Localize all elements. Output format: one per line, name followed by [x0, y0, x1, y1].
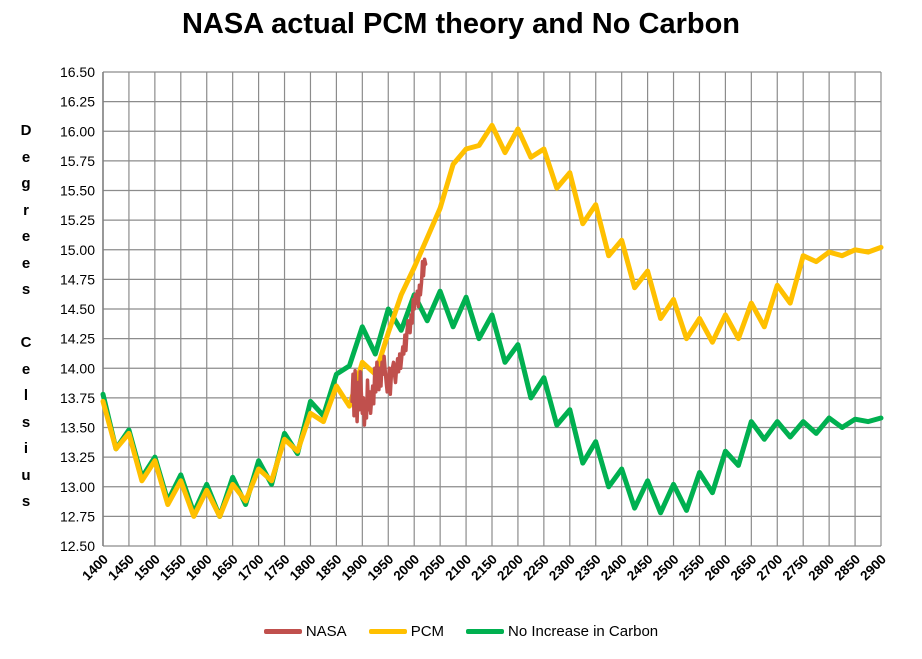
- y-tick-label: 15.00: [60, 242, 95, 258]
- y-tick-label: 16.00: [60, 123, 95, 139]
- series-line-nasa: [350, 257, 428, 427]
- legend-item: NASA: [263, 623, 347, 640]
- x-tick-label: 1500: [131, 552, 163, 584]
- legend-item: PCM: [368, 623, 445, 640]
- x-tick-label: 1850: [313, 552, 345, 584]
- legend-swatch: [368, 629, 407, 634]
- y-label-char: C: [20, 334, 32, 351]
- y-label-char: g: [21, 175, 31, 192]
- legend-item: No Increase in Carbon: [466, 623, 658, 640]
- y-label-char: s: [21, 493, 31, 510]
- legend-label: PCM: [410, 623, 445, 640]
- legend-swatch: [466, 629, 505, 634]
- y-label-char: e: [21, 360, 31, 378]
- x-tick-label: 2300: [546, 552, 578, 584]
- y-tick-label: 14.50: [60, 301, 95, 317]
- y-tick-label: 16.25: [60, 94, 95, 110]
- y-tick-label: 13.00: [60, 479, 95, 495]
- x-tick-label: 2450: [624, 552, 656, 584]
- y-label-char: e: [21, 254, 31, 272]
- y-tick-label: 13.25: [60, 449, 95, 465]
- x-tick-label: 2350: [572, 552, 604, 584]
- x-tick-label: 1750: [261, 552, 293, 584]
- x-tick-label: 2400: [598, 552, 630, 584]
- x-tick-label: 1800: [287, 552, 319, 584]
- y-label-char: D: [20, 122, 32, 139]
- x-tick-label: 1600: [183, 552, 215, 584]
- x-tick-labels: 1400145015001550160016501700175018001850…: [79, 552, 889, 584]
- y-label-char: r: [23, 201, 29, 219]
- legend: NASA PCM No Increase in Carbon: [0, 623, 922, 640]
- y-tick-label: 16.50: [60, 64, 95, 80]
- x-tick-label: 1550: [157, 552, 189, 584]
- y-tick-label: 13.50: [60, 420, 95, 436]
- x-tick-label: 2050: [416, 552, 448, 584]
- y-label-char: s: [21, 281, 31, 298]
- y-tick-label: 14.25: [60, 331, 95, 347]
- x-tick-label: 2650: [728, 552, 760, 584]
- y-label-char: u: [21, 466, 31, 484]
- x-tick-label: 2700: [754, 552, 786, 584]
- legend-swatch: [263, 629, 302, 634]
- x-tick-label: 1950: [365, 552, 397, 584]
- y-label-char: s: [21, 413, 31, 431]
- y-tick-label: 14.75: [60, 271, 95, 287]
- y-tick-label: 15.75: [60, 153, 95, 169]
- x-tick-label: 1450: [105, 552, 137, 584]
- x-tick-label: 2150: [468, 552, 500, 584]
- chart-title: NASA actual PCM theory and No Carbon: [181, 8, 741, 40]
- x-tick-label: 2800: [805, 552, 837, 584]
- y-tick-labels: 12.50 12.75 13.00 13.25 13.50 13.75 14.00 14.25…: [60, 64, 95, 554]
- y-tick-label: 15.50: [60, 183, 95, 199]
- legend-label: NASA: [305, 623, 347, 640]
- series-line-pcm: [100, 122, 884, 519]
- x-tick-label: 2600: [702, 552, 734, 584]
- x-tick-label: 2750: [779, 552, 811, 584]
- x-tick-label: 2500: [650, 552, 682, 584]
- gridlines: [102, 71, 882, 547]
- y-tick-label: 12.50: [60, 538, 95, 554]
- x-tick-label: 2250: [520, 552, 552, 584]
- y-label-char: i: [23, 440, 29, 457]
- x-tick-label: 2550: [676, 552, 708, 584]
- y-label-char: l: [23, 387, 29, 404]
- x-tick-label: 2200: [494, 552, 526, 584]
- x-tick-label: 1650: [209, 552, 241, 584]
- y-label-char: e: [21, 148, 31, 166]
- legend-label: No Increase in Carbon: [508, 623, 659, 640]
- x-tick-label: 2100: [442, 552, 474, 584]
- y-tick-label: 15.25: [60, 212, 95, 228]
- y-tick-label: 14.00: [60, 360, 95, 376]
- y-tick-label: 13.75: [60, 390, 95, 406]
- x-tick-label: 2000: [390, 552, 422, 584]
- x-tick-label: 2900: [857, 552, 889, 584]
- x-tick-label: 1900: [339, 552, 371, 584]
- series-line-no-increase-in-carbon: [100, 288, 884, 519]
- x-tick-label: 2850: [831, 552, 863, 584]
- x-tick-label: 1400: [79, 552, 111, 584]
- series-lines: [100, 122, 884, 519]
- y-axis-label: D e g r e e s C e l s i u s: [14, 118, 38, 516]
- y-label-char: e: [21, 228, 31, 245]
- line-chart: 12.50 12.75 13.00 13.25 13.50 13.75 14.00 14.25…: [60, 64, 889, 584]
- y-tick-label: 12.75: [60, 508, 95, 524]
- x-tick-label: 1700: [235, 552, 267, 584]
